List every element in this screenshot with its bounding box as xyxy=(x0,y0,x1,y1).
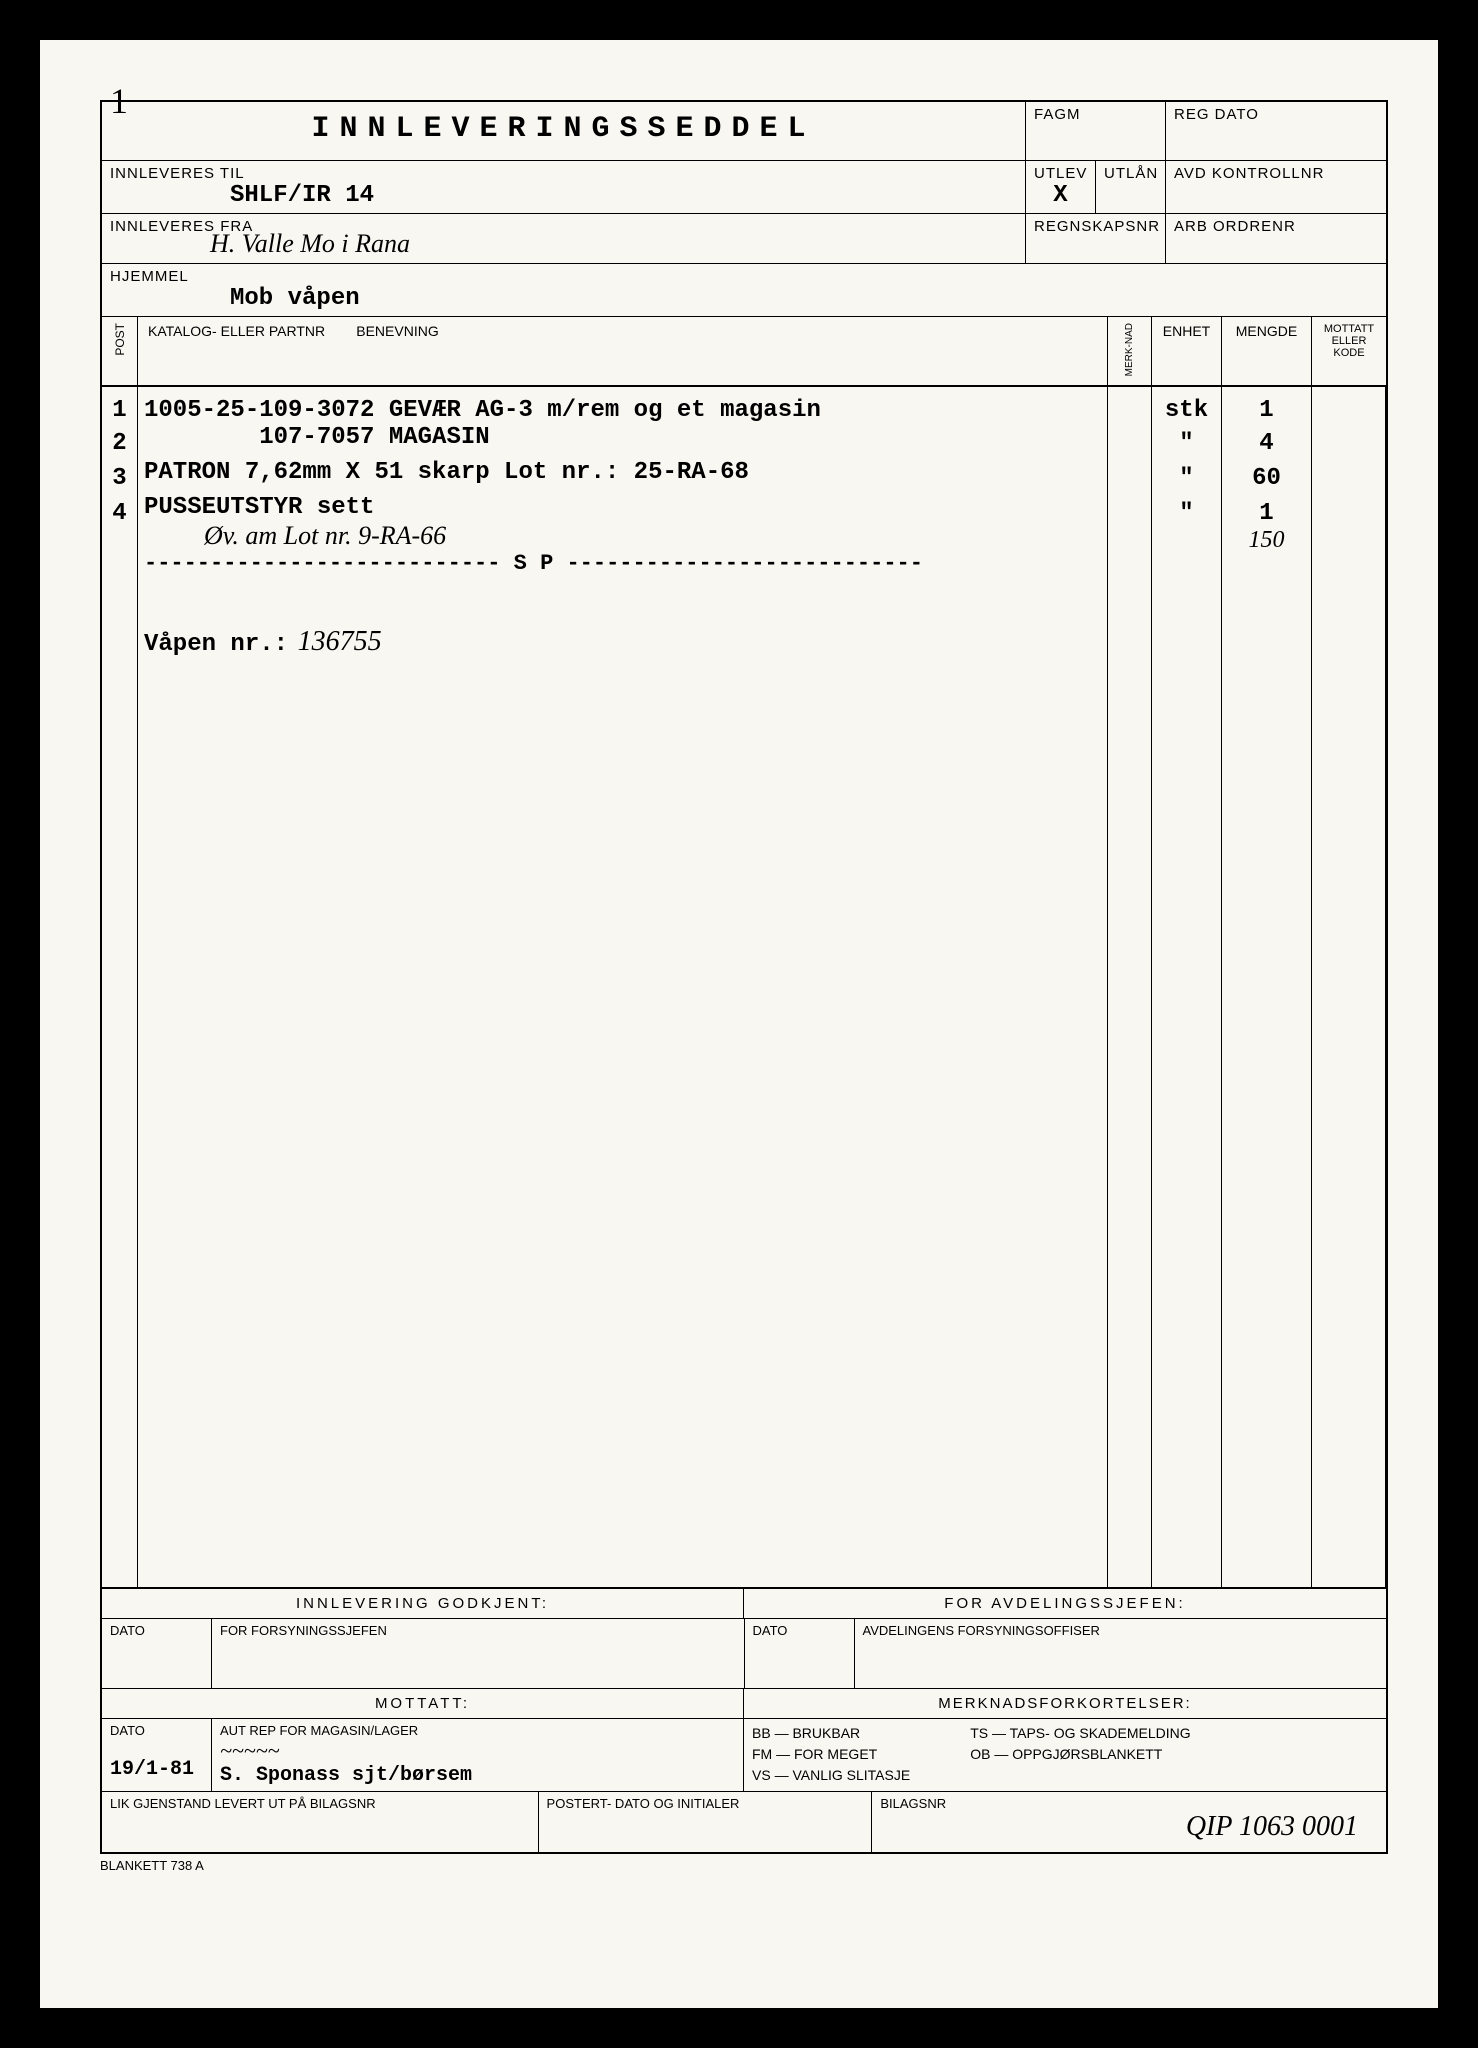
forsyning-cell: FOR FORSYNINGSSJEFEN xyxy=(212,1619,745,1689)
title-text: INNLEVERINGSSEDDEL xyxy=(311,112,815,146)
post-1: 1 xyxy=(108,397,131,424)
innleveres-fra-value: H. Valle Mo i Rana xyxy=(110,229,1017,259)
avd-kontrollnr-label: AVD KONTROLLNR xyxy=(1174,165,1378,182)
dato-cell-3: DATO 19/1-81 xyxy=(102,1719,212,1792)
utlev-mark: X xyxy=(1034,182,1087,209)
mengde-3: 60 xyxy=(1228,465,1305,492)
aut-rep-cell: AUT REP FOR MAGASIN/LAGER ~~~~~ S. Spona… xyxy=(212,1719,744,1792)
post-2: 2 xyxy=(108,430,131,457)
sp-line: --------------------------- S P --------… xyxy=(144,551,1101,576)
col-mengde: MENGDE xyxy=(1222,317,1312,385)
mottatt-label: MOTTATT: xyxy=(102,1689,744,1719)
mengde-2: 4 xyxy=(1228,430,1305,457)
fagm-cell: FAGM xyxy=(1026,102,1166,160)
footer: INNLEVERING GODKJENT: FOR AVDELINGSSJEFE… xyxy=(102,1587,1386,1852)
form-title: INNLEVERINGSSEDDEL xyxy=(102,102,1026,160)
post-3: 3 xyxy=(108,465,131,492)
vapen-value: 136755 xyxy=(298,626,382,657)
enhet-2: " xyxy=(1158,430,1215,457)
enhet-4: " xyxy=(1158,500,1215,527)
kode-column xyxy=(1312,387,1386,1587)
regnskapsnr-cell: REGNSKAPSNR xyxy=(1026,214,1166,263)
legend-ts: TS — TAPS- OG SKADEMELDING xyxy=(970,1723,1190,1744)
bilagsnr-value: QIP 1063 0001 xyxy=(880,1811,1378,1843)
footer-row-1: INNLEVERING GODKJENT: FOR AVDELINGSSJEFE… xyxy=(102,1589,1386,1619)
header-row-3: INNLEVERES FRA H. Valle Mo i Rana REGNSK… xyxy=(102,214,1386,264)
arb-ordrenr-cell: ARB ORDRENR xyxy=(1166,214,1386,263)
vapen-label: Våpen nr.: xyxy=(144,631,288,658)
avd-forsyning-cell: AVDELINGENS FORSYNINGSOFFISER xyxy=(855,1619,1387,1689)
mengde-4: 1 xyxy=(1228,500,1305,527)
hjemmel-label: HJEMMEL xyxy=(110,268,1378,285)
lik-gjenstand-cell: LIK GJENSTAND LEVERT UT PÅ BILAGSNR xyxy=(102,1792,539,1852)
header-row-2: INNLEVERES TIL SHLF/IR 14 UTLEV X UTLÅN … xyxy=(102,161,1386,214)
legend-vs: VS — VANLIG SLITASJE xyxy=(752,1765,910,1786)
enhet-column: stk " " " xyxy=(1152,387,1222,1587)
regdato-label: REG DATO xyxy=(1174,106,1378,123)
legend-cell: BB — BRUKBAR FM — FOR MEGET VS — VANLIG … xyxy=(744,1719,1386,1792)
col-kode: MOTTATT ELLER KODE xyxy=(1312,317,1386,385)
item-4-text: PUSSEUTSTYR sett xyxy=(144,494,1101,521)
post-4: 4 xyxy=(108,500,131,527)
header-row-1: INNLEVERINGSSEDDEL FAGM REG DATO xyxy=(102,102,1386,161)
innlev-godkjent-label: INNLEVERING GODKJENT: xyxy=(102,1589,744,1619)
dato-value: 19/1-81 xyxy=(110,1758,203,1781)
utlev-cell: UTLEV X xyxy=(1026,161,1096,213)
bilagsnr-cell: BILAGSNR QIP 1063 0001 xyxy=(872,1792,1386,1852)
blankett-label: BLANKETT 738 A xyxy=(100,1858,1388,1873)
items-header: POST KATALOG- ELLER PARTNR BENEVNING MER… xyxy=(102,317,1386,387)
innleveres-til-cell: INNLEVERES TIL SHLF/IR 14 xyxy=(102,161,1026,213)
dato-cell-1: DATO xyxy=(102,1619,212,1689)
item-2-text: 107-7057 MAGASIN xyxy=(144,424,1101,451)
merknads-label: MERKNADSFORKORTELSER: xyxy=(744,1689,1386,1719)
extra-line: Øv. am Lot nr. 9-RA-66 xyxy=(204,521,1101,551)
footer-row-3: MOTTATT: MERKNADSFORKORTELSER: xyxy=(102,1689,1386,1719)
main-column: 1005-25-109-3072 GEVÆR AG-3 m/rem og et … xyxy=(138,387,1108,1587)
footer-row-2: DATO FOR FORSYNINGSSJEFEN DATO AVDELINGE… xyxy=(102,1619,1386,1689)
arb-ordrenr-label: ARB ORDRENR xyxy=(1174,218,1378,235)
regnskapsnr-label: REGNSKAPSNR xyxy=(1034,218,1157,235)
footer-row-4: DATO 19/1-81 AUT REP FOR MAGASIN/LAGER ~… xyxy=(102,1719,1386,1792)
enhet-1: stk xyxy=(1158,397,1215,424)
footer-row-5: LIK GJENSTAND LEVERT UT PÅ BILAGSNR POST… xyxy=(102,1792,1386,1852)
col-merknad: MERK-NAD xyxy=(1108,317,1152,385)
legend-ob: OB — OPPGJØRSBLANKETT xyxy=(970,1744,1190,1765)
hjemmel-value: Mob våpen xyxy=(110,285,1378,312)
mengde-extra: 150 xyxy=(1228,527,1305,554)
avd-kontrollnr-cell: AVD KONTROLLNR xyxy=(1166,161,1386,213)
hjemmel-cell: HJEMMEL Mob våpen xyxy=(102,264,1386,316)
innleveres-fra-cell: INNLEVERES FRA H. Valle Mo i Rana xyxy=(102,214,1026,263)
legend-bb: BB — BRUKBAR xyxy=(752,1723,910,1744)
fagm-label: FAGM xyxy=(1034,106,1157,123)
mengde-column: 1 4 60 1 150 xyxy=(1222,387,1312,1587)
col-enhet: ENHET xyxy=(1152,317,1222,385)
header-row-4: HJEMMEL Mob våpen xyxy=(102,264,1386,317)
legend-fm: FM — FOR MEGET xyxy=(752,1744,910,1765)
utlev-label: UTLEV xyxy=(1034,165,1087,182)
utlan-label: UTLÅN xyxy=(1104,165,1157,182)
item-1-text: 1005-25-109-3072 GEVÆR AG-3 m/rem og et … xyxy=(144,397,1101,424)
items-body: 1 2 3 4 1005-25-109-3072 GEVÆR AG-3 m/re… xyxy=(102,387,1386,1587)
col-main: KATALOG- ELLER PARTNR BENEVNING xyxy=(138,317,1108,385)
merknad-column xyxy=(1108,387,1152,1587)
enhet-3: " xyxy=(1158,465,1215,492)
postert-cell: POSTERT- DATO OG INITIALER xyxy=(539,1792,873,1852)
aut-value: S. Sponass sjt/børsem xyxy=(220,1764,735,1787)
mengde-1: 1 xyxy=(1228,397,1305,424)
post-column: 1 2 3 4 xyxy=(102,387,138,1587)
for-avd-label: FOR AVDELINGSSJEFEN: xyxy=(744,1589,1386,1619)
col-post: POST xyxy=(102,317,138,385)
dato-cell-2: DATO xyxy=(745,1619,855,1689)
item-3-text: PATRON 7,62mm X 51 skarp Lot nr.: 25-RA-… xyxy=(144,459,1101,486)
scanned-page: 1 INNLEVERINGSSEDDEL FAGM REG DATO INNLE… xyxy=(40,40,1438,2008)
form: INNLEVERINGSSEDDEL FAGM REG DATO INNLEVE… xyxy=(100,100,1388,1854)
innleveres-til-label: INNLEVERES TIL xyxy=(110,165,1017,182)
col-benevning-label: BENEVNING xyxy=(356,323,438,339)
col-katalog-label: KATALOG- ELLER PARTNR xyxy=(148,323,325,339)
regdato-cell: REG DATO xyxy=(1166,102,1386,160)
innleveres-til-value: SHLF/IR 14 xyxy=(110,182,1017,209)
utlan-cell: UTLÅN xyxy=(1096,161,1166,213)
